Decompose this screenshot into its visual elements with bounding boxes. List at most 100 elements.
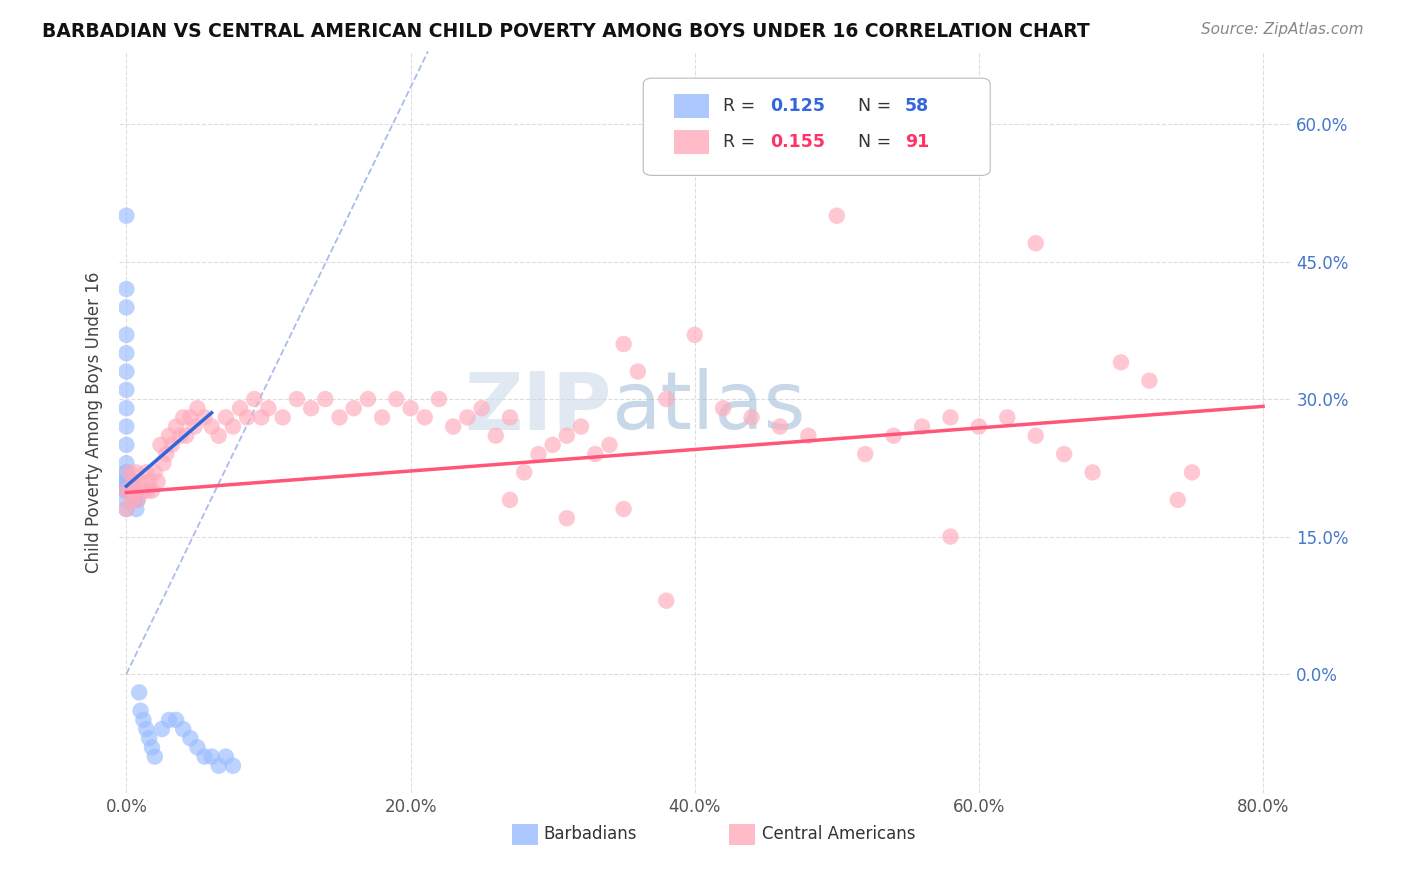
Point: [371, 410, 394, 425]
Point: [385, 392, 408, 406]
Point: [1081, 466, 1104, 480]
Point: [152, 456, 174, 470]
Point: [179, 731, 201, 746]
Point: [115, 301, 138, 315]
Text: 0.155: 0.155: [770, 133, 825, 151]
Point: [683, 327, 706, 342]
Point: [208, 428, 231, 442]
Point: [115, 419, 138, 434]
Text: R =: R =: [723, 133, 761, 151]
FancyBboxPatch shape: [643, 78, 990, 176]
Point: [215, 410, 238, 425]
Point: [160, 438, 183, 452]
Point: [236, 410, 259, 425]
Point: [883, 428, 905, 442]
Text: atlas: atlas: [612, 368, 806, 446]
Point: [115, 483, 138, 498]
Point: [250, 410, 273, 425]
Point: [655, 593, 678, 607]
Point: [314, 392, 336, 406]
Point: [120, 483, 142, 498]
Point: [118, 483, 141, 498]
Point: [174, 428, 197, 442]
Point: [229, 401, 252, 416]
Point: [121, 492, 143, 507]
Text: Central Americans: Central Americans: [762, 825, 915, 843]
Point: [138, 475, 160, 489]
FancyBboxPatch shape: [673, 130, 709, 154]
Point: [115, 483, 138, 498]
Point: [939, 410, 962, 425]
Point: [115, 401, 138, 416]
Point: [1181, 466, 1204, 480]
Point: [115, 475, 138, 489]
Point: [911, 419, 934, 434]
Point: [555, 511, 578, 525]
Point: [357, 392, 380, 406]
Point: [569, 419, 592, 434]
Point: [122, 483, 145, 498]
Point: [179, 410, 201, 425]
Point: [127, 492, 149, 507]
Point: [115, 483, 138, 498]
Point: [527, 447, 550, 461]
Point: [124, 492, 146, 507]
Point: [128, 685, 150, 699]
Point: [121, 483, 143, 498]
Point: [939, 530, 962, 544]
Point: [769, 419, 792, 434]
Point: [555, 428, 578, 442]
Point: [1109, 355, 1132, 369]
Point: [169, 428, 191, 442]
Point: [136, 483, 159, 498]
Point: [711, 401, 734, 416]
Point: [115, 475, 138, 489]
Point: [155, 447, 177, 461]
Point: [172, 410, 194, 425]
Point: [967, 419, 990, 434]
Point: [115, 466, 138, 480]
Text: R =: R =: [723, 97, 761, 115]
Point: [222, 419, 245, 434]
Point: [115, 438, 138, 452]
Text: 58: 58: [904, 97, 929, 115]
Point: [122, 475, 145, 489]
Point: [399, 401, 422, 416]
Point: [122, 475, 145, 489]
Point: [157, 428, 180, 442]
Point: [499, 492, 522, 507]
Point: [135, 722, 157, 736]
Text: N =: N =: [858, 133, 897, 151]
Point: [485, 428, 508, 442]
Point: [115, 346, 138, 360]
Point: [115, 492, 138, 507]
Point: [215, 749, 238, 764]
Point: [499, 410, 522, 425]
Point: [343, 401, 366, 416]
Y-axis label: Child Poverty Among Boys Under 16: Child Poverty Among Boys Under 16: [86, 271, 103, 573]
FancyBboxPatch shape: [728, 824, 755, 846]
Point: [115, 209, 138, 223]
Point: [995, 410, 1018, 425]
Point: [627, 365, 650, 379]
Point: [1025, 236, 1047, 251]
Point: [186, 740, 208, 755]
Text: 0.125: 0.125: [770, 97, 825, 115]
Point: [257, 401, 280, 416]
Point: [125, 502, 148, 516]
Point: [115, 502, 138, 516]
FancyBboxPatch shape: [512, 824, 537, 846]
Point: [655, 392, 678, 406]
Point: [135, 466, 157, 480]
Point: [120, 475, 142, 489]
Point: [541, 438, 564, 452]
Point: [613, 502, 636, 516]
Point: [328, 410, 350, 425]
Point: [120, 483, 142, 498]
Point: [115, 483, 138, 498]
Point: [115, 502, 138, 516]
Point: [825, 209, 848, 223]
FancyBboxPatch shape: [673, 95, 709, 119]
Point: [115, 466, 138, 480]
Point: [583, 447, 606, 461]
